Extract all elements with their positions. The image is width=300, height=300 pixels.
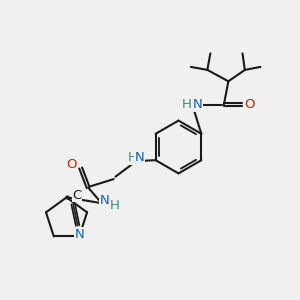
Text: O: O bbox=[66, 158, 77, 171]
Text: N: N bbox=[135, 151, 145, 164]
Text: H: H bbox=[110, 199, 120, 212]
Text: N: N bbox=[74, 227, 84, 241]
Text: C: C bbox=[72, 188, 82, 202]
Text: O: O bbox=[244, 98, 255, 111]
Text: N: N bbox=[193, 98, 202, 111]
Text: N: N bbox=[100, 194, 110, 207]
Text: H: H bbox=[127, 151, 137, 164]
Text: H: H bbox=[182, 98, 192, 111]
